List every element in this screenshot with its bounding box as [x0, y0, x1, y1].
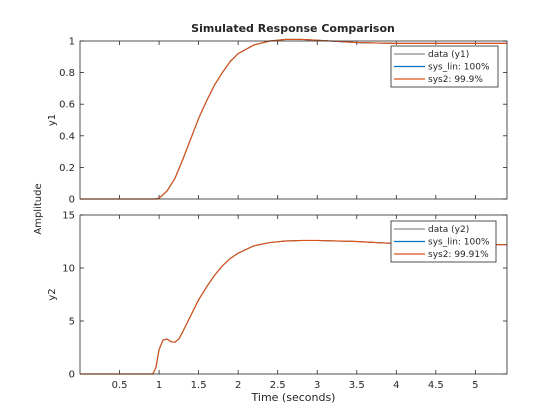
legend-label: sys2: 99.9%	[428, 75, 483, 85]
y-axis-label: y2	[47, 288, 58, 300]
x-tick-label: 2	[235, 380, 241, 391]
axes-box	[79, 214, 508, 375]
y-tick-label: 0.6	[59, 100, 75, 111]
x-axis-label: Time (seconds)	[251, 391, 336, 404]
y-axis-label: y1	[47, 114, 58, 126]
x-tick-label: 1.5	[191, 380, 207, 391]
y-tick-label: 10	[62, 264, 75, 275]
x-tick-label: 4	[393, 380, 399, 391]
y-tick-label: 0	[69, 195, 75, 206]
y-tick-label: 0.4	[59, 131, 75, 142]
x-tick-label: 5	[472, 380, 478, 391]
axes-y2: 0.5 1 1.5 2 2.5 3 3.5 4 4.5 5 0 5 10 15 data (y2) sys_l…	[47, 211, 508, 404]
series-line-sys2	[80, 239, 507, 375]
axes-y1: 0 0.2 0.4 0.6 0.8 1 data (y1) sys_lin: 100% sys2…	[47, 37, 508, 206]
x-tick-label: 1	[156, 380, 162, 391]
legend: data (y1) sys_lin: 100% sys2: 99.9%	[390, 45, 499, 88]
y-tick-label: 1	[69, 37, 75, 48]
series-line-sys2	[80, 38, 507, 200]
legend-label: sys_lin: 100%	[428, 238, 490, 248]
axes-box	[79, 40, 508, 200]
x-tick-label: 3.5	[349, 380, 365, 391]
y-tick-label: 0.8	[59, 68, 75, 79]
legend-label: data (y2)	[428, 225, 469, 235]
x-tick-label: 2.5	[270, 380, 286, 391]
legend: data (y2) sys_lin: 100% sys2: 99.91%	[390, 220, 497, 263]
legend-label: sys_lin: 100%	[428, 63, 490, 73]
x-tick-label: 4.5	[428, 380, 444, 391]
legend-label: data (y1)	[428, 50, 469, 60]
y-tick-label: 15	[62, 211, 75, 222]
common-y-axis-label: Amplitude	[33, 183, 44, 234]
legend-label: sys2: 99.91%	[428, 250, 489, 260]
y-tick-label: 0.2	[59, 163, 75, 174]
x-tick-label: 0.5	[112, 380, 128, 391]
chart-title: Simulated Response Comparison	[191, 22, 395, 35]
y-tick-label: 0	[69, 370, 75, 381]
y-tick-label: 5	[69, 317, 75, 328]
x-tick-label: 3	[314, 380, 320, 391]
